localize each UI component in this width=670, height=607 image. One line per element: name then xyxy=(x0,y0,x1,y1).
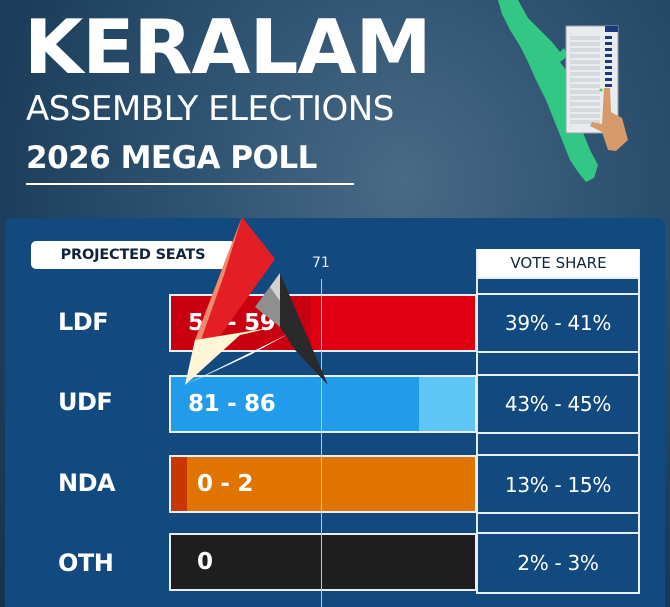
seat-value-oth: 0 xyxy=(197,549,213,575)
vote-share-oth: 2% - 3% xyxy=(517,551,599,575)
vote-share-udf: 43% - 45% xyxy=(504,392,612,416)
vote-share-ldf: 39% - 41% xyxy=(504,311,612,335)
projected-seats-label: PROJECTED SEATS xyxy=(31,241,235,269)
vote-share-rule xyxy=(476,277,640,279)
vote-share-rule xyxy=(476,512,640,514)
title-underline xyxy=(26,183,354,185)
header: KERALAM ASSEMBLY ELECTIONS 2026 MEGA POL… xyxy=(0,0,670,210)
page-subtitle: ASSEMBLY ELECTIONS xyxy=(26,89,394,129)
vote-share-rule xyxy=(476,592,640,594)
kerala-map-evm-icon xyxy=(498,0,628,182)
seat-bar-oth: 0 xyxy=(169,533,477,591)
vote-share-rule xyxy=(476,454,640,456)
majority-mark-line xyxy=(321,279,322,607)
vote-share-nda: 13% - 15% xyxy=(504,473,612,497)
poll-title: 2026 MEGA POLL xyxy=(26,140,317,176)
vote-share-rule xyxy=(476,374,640,376)
seat-value-nda: 0 - 2 xyxy=(197,471,254,497)
party-label-nda: NDA xyxy=(58,469,116,497)
seat-bar-nda-range xyxy=(171,457,187,511)
party-label-udf: UDF xyxy=(58,388,113,416)
vote-share-rule xyxy=(476,532,640,534)
vote-share-rule xyxy=(476,293,640,295)
brand-logo-icon xyxy=(185,217,328,385)
seat-value-udf: 81 - 86 xyxy=(188,391,276,417)
vote-share-header: VOTE SHARE xyxy=(478,249,639,277)
page-title: KERALAM xyxy=(24,3,432,91)
seat-bar-nda: 0 - 2 xyxy=(169,455,477,513)
party-label-oth: OTH xyxy=(58,549,114,577)
party-label-ldf: LDF xyxy=(58,308,109,336)
vote-share-rule xyxy=(476,351,640,353)
vote-share-column xyxy=(476,249,640,594)
seat-bar-udf: 81 - 86 xyxy=(169,375,477,433)
seat-bar-udf-range xyxy=(419,377,475,431)
vote-share-rule xyxy=(476,432,640,434)
majority-mark-label: 71 xyxy=(312,255,330,271)
